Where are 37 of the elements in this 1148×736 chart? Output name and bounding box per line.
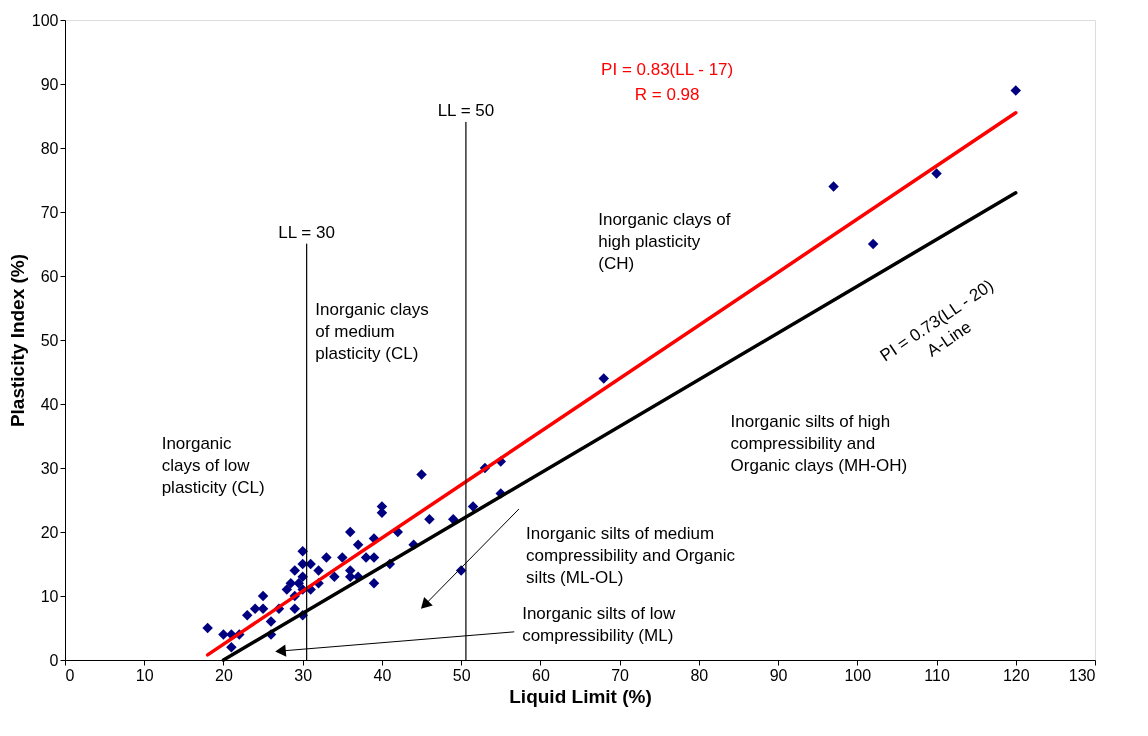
y-tick-label: 80 — [40, 139, 59, 157]
annotation: PI = 0.83(LL - 17) — [601, 59, 734, 79]
x-tick-label: 40 — [373, 666, 392, 684]
y-tick-label: 90 — [40, 75, 59, 93]
x-tick-label: 130 — [1068, 666, 1096, 684]
annotation: Inorganic silts of high compressibility and Organic clays (MH-OH) — [730, 411, 908, 475]
annotation: LL = 50 — [437, 101, 495, 121]
y-axis-title: Plasticity Index (%) — [6, 253, 28, 428]
x-tick-label: 20 — [215, 666, 233, 684]
annotation: Inorganic clays of medium plasticity (CL) — [315, 299, 429, 363]
y-tick-label: 60 — [40, 267, 59, 285]
y-tick-label: 0 — [49, 651, 59, 669]
y-tick-label: 30 — [40, 459, 59, 477]
y-tick-label: 20 — [40, 523, 59, 541]
x-tick-label: 80 — [690, 666, 709, 684]
x-axis-title: Liquid Limit (%) — [509, 685, 652, 707]
x-tick-label: 120 — [1002, 666, 1030, 684]
y-tick-label: 10 — [40, 587, 59, 605]
x-tick-label: 70 — [611, 666, 630, 684]
annotation: Inorganic clays of high plasticity (CH) — [598, 210, 731, 273]
y-tick-label: 50 — [40, 331, 59, 349]
x-tick-label: 100 — [844, 666, 872, 684]
annotation: LL = 30 — [278, 223, 335, 242]
y-tick-label: 100 — [31, 11, 59, 29]
x-tick-label: 10 — [135, 666, 154, 684]
annotation: Inorganic clays of low plasticity (CL) — [161, 434, 265, 497]
x-tick-label: 50 — [452, 666, 471, 684]
y-tick-label: 40 — [40, 395, 59, 413]
x-tick-label: 0 — [65, 666, 75, 684]
x-tick-label: 110 — [924, 666, 950, 684]
x-tick-label: 60 — [531, 666, 550, 684]
annotation: Inorganic silts of medium compressibility and Organic silts (ML-OL) — [526, 523, 736, 587]
y-tick-label: 70 — [40, 203, 59, 221]
annotation: Inorganic silts of low compressibility (ML) — [522, 603, 676, 645]
x-tick-label: 30 — [294, 666, 313, 684]
x-tick-label: 90 — [769, 666, 788, 684]
annotation: R = 0.98 — [634, 85, 700, 105]
